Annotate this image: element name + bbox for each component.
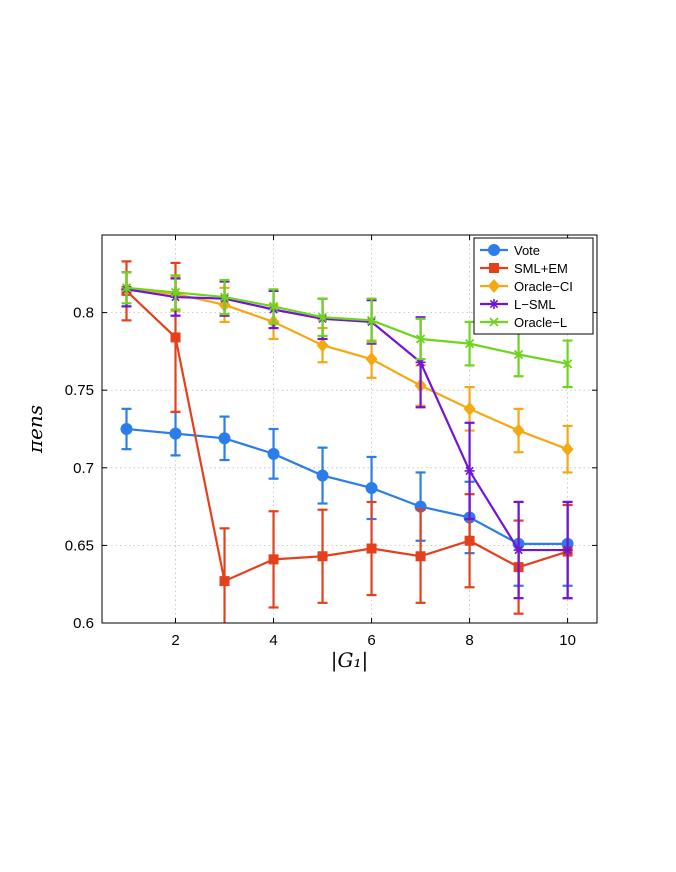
series-line (126, 288, 568, 451)
data-point (218, 432, 231, 445)
series-line (125, 290, 568, 583)
legend-marker (489, 317, 499, 327)
legend-item: Vote (480, 243, 540, 258)
data-point (316, 469, 329, 482)
plot-frame (101, 234, 598, 624)
data-point (366, 543, 377, 554)
data-point (267, 447, 280, 460)
data-point (464, 339, 475, 349)
legend-label: SML+EM (514, 261, 568, 276)
data-point (366, 315, 377, 325)
y-tick-label: 0.8 (73, 305, 94, 322)
data-point (219, 292, 230, 302)
x-tick-label: 4 (269, 632, 277, 649)
data-point (562, 359, 573, 369)
data-point (365, 352, 378, 367)
x-tick-label: 6 (367, 632, 375, 649)
series-line (126, 427, 568, 545)
legend-item: Oracle−L (480, 315, 567, 330)
data-point (268, 554, 279, 565)
legend: Vote SML+EM Oracle−CI L−SML Oracle−L (473, 237, 594, 335)
data-point (513, 545, 524, 556)
legend-label: L−SML (514, 297, 556, 312)
data-point (170, 287, 181, 298)
x-tick-label: 2 (171, 632, 179, 649)
legend-label: Vote (514, 243, 540, 258)
data-point (512, 423, 525, 438)
y-axis-label: πens (23, 405, 47, 454)
legend-marker (488, 244, 500, 256)
legend-item: SML+EM (480, 261, 568, 276)
data-point (513, 349, 524, 360)
data-point (562, 545, 573, 556)
data-point (169, 427, 182, 440)
data-point (317, 551, 328, 562)
legend-item: Oracle−CI (480, 279, 573, 294)
data-point (464, 465, 475, 476)
data-point (463, 401, 476, 416)
y-tick-label: 0.6 (73, 615, 94, 632)
legend-label: Oracle−CI (514, 279, 573, 294)
legend-marker (488, 279, 500, 293)
data-point (120, 423, 133, 435)
legend-marker (489, 299, 499, 309)
data-point (121, 283, 132, 293)
axis-ticks: 2 4 6 8 10 0.6 0.65 0.7 0.75 0.8 (65, 235, 597, 649)
data-point (561, 442, 574, 457)
data-point (219, 576, 230, 587)
data-point (317, 312, 328, 322)
series-oracle-l (121, 271, 573, 389)
data-point (415, 357, 426, 368)
y-tick-label: 0.7 (73, 460, 94, 477)
data-point (170, 332, 181, 343)
series-layer (120, 260, 574, 623)
series-line (126, 288, 568, 552)
y-tick-label: 0.65 (65, 537, 94, 554)
data-point (316, 338, 329, 353)
data-point (464, 535, 475, 546)
legend-item: L−SML (480, 297, 556, 312)
data-point (365, 481, 378, 494)
y-tick-label: 0.75 (65, 382, 94, 399)
series-line (126, 286, 568, 365)
x-axis-label: |G₁| (331, 648, 368, 673)
x-tick-label: 10 (559, 632, 576, 649)
x-tick-label: 8 (465, 632, 473, 649)
data-point (268, 301, 279, 312)
legend-marker (489, 263, 499, 273)
legend-label: Oracle−L (514, 315, 567, 330)
data-point (415, 334, 426, 344)
data-point (415, 551, 426, 562)
